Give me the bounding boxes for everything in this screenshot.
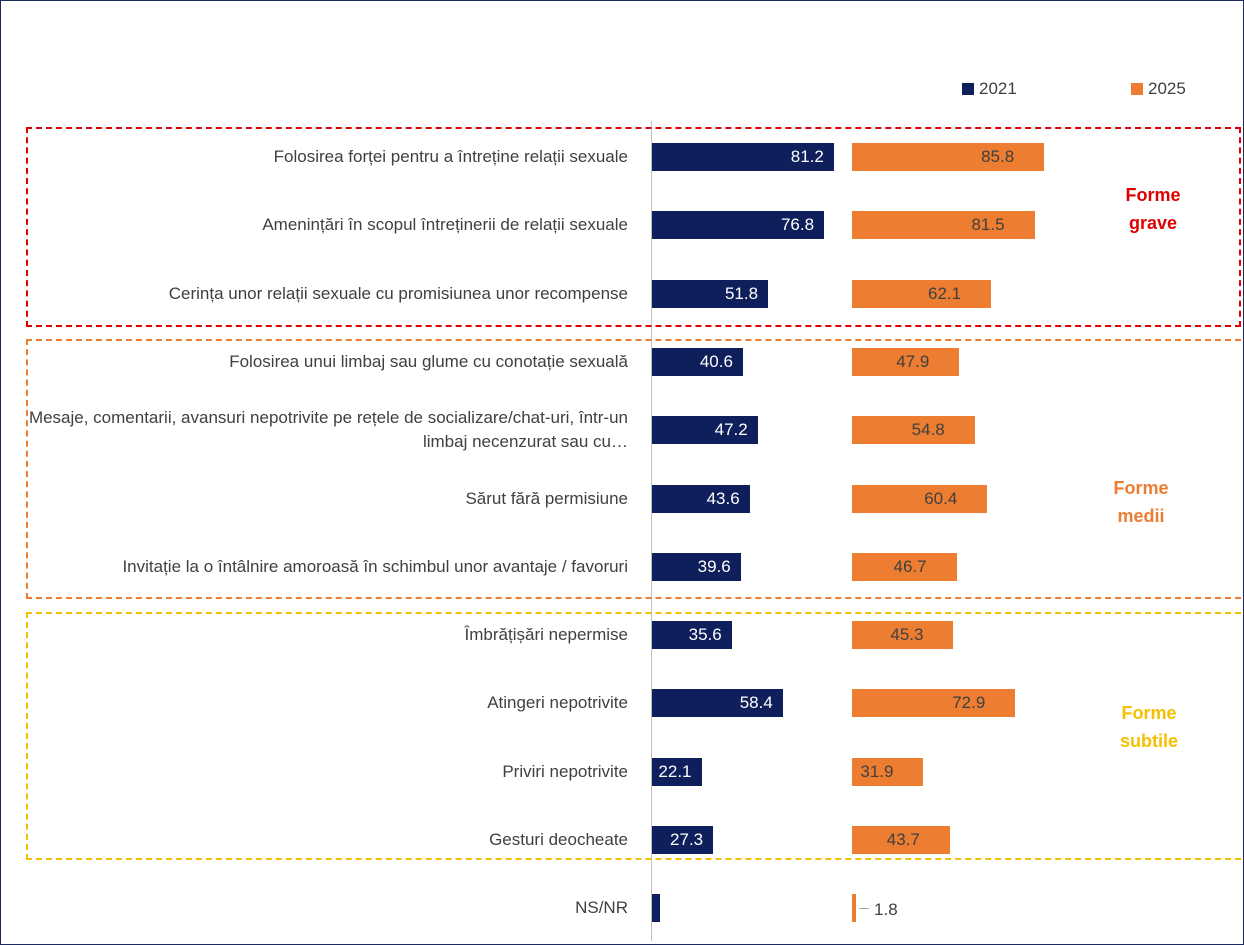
value-label: 27.3 (670, 830, 704, 849)
group-box (26, 612, 1243, 860)
legend-label: 2025 (1148, 79, 1186, 98)
bar (652, 689, 783, 718)
bar (852, 484, 988, 513)
group-box (26, 127, 1241, 327)
category-label: Invitație la o întâlnire amoroasă în sch… (122, 556, 628, 576)
legend-label: 2021 (979, 79, 1017, 98)
value-label: 51.8 (724, 283, 759, 303)
value-label: 22.1 (658, 761, 692, 781)
bar (652, 894, 660, 923)
group-box (26, 339, 1243, 599)
value-label: 72.9 (952, 693, 986, 713)
category-label: Folosirea forței pentru a întreține rela… (273, 147, 628, 166)
value-label: 40.6 (699, 351, 733, 371)
bar (852, 552, 957, 581)
category-label: Îmbrățișări nepermise (464, 625, 628, 645)
bar (852, 143, 1045, 171)
category-label: Atingeri nepotrivite (487, 693, 628, 713)
category-label: Sărut fără permisiune (465, 488, 628, 508)
value-label: 76.8 (780, 215, 815, 235)
value-label: 39.6 (697, 556, 731, 576)
value-label: 46.7 (893, 556, 927, 576)
bar (652, 416, 758, 445)
bar (652, 552, 741, 581)
value-label: 45.3 (890, 625, 924, 645)
bar (852, 757, 924, 786)
value-label: 54.8 (911, 420, 945, 440)
bar (652, 211, 825, 240)
bar (652, 143, 834, 171)
bar (852, 347, 960, 376)
value-label: 81.2 (790, 147, 824, 166)
value-label: 43.6 (706, 488, 740, 508)
legend-swatch (962, 83, 974, 95)
value-label: 85.8 (981, 147, 1015, 166)
group-label: Forme subtile (1119, 703, 1178, 751)
category-label: Gesturi deocheate (489, 830, 628, 849)
bar (852, 689, 1016, 718)
bar (652, 826, 714, 854)
value-label: 47.2 (714, 420, 748, 440)
bar (652, 347, 743, 376)
bar (652, 757, 702, 786)
value-label: 1.8 (874, 900, 898, 920)
bar (852, 279, 992, 308)
category-label: NS/NR (575, 898, 628, 918)
leader-line (859, 908, 870, 910)
value-label: 43.7 (886, 830, 920, 849)
bar (652, 621, 732, 650)
bar (852, 416, 975, 445)
bar (852, 826, 950, 854)
axis-line (651, 121, 652, 941)
value-label: 47.9 (896, 351, 930, 371)
bar (852, 894, 857, 923)
value-label: 35.6 (688, 625, 722, 645)
value-label: 60.4 (924, 488, 958, 508)
category-label: Priviri nepotrivite (502, 761, 628, 781)
bar (652, 279, 769, 308)
group-label: Forme grave (1125, 185, 1181, 233)
category-label: Cerința unor relații sexuale cu promisiu… (168, 283, 628, 303)
value-label: 58.4 (739, 693, 773, 713)
category-label: Folosirea unui limbaj sau glume cu conot… (229, 351, 628, 371)
value-label: 81.5 (971, 215, 1005, 235)
category-label: Amenințări în scopul întreținerii de rel… (262, 215, 628, 235)
group-label: Forme medii (1113, 478, 1169, 526)
bar (652, 484, 750, 513)
value-label: 62.1 (928, 283, 962, 303)
bar (852, 211, 1035, 240)
category-label: Mesaje, comentarii, avansuri nepotrivite… (28, 408, 628, 452)
value-label: 31.9 (860, 761, 894, 781)
bar (852, 621, 954, 650)
legend-swatch (1131, 83, 1143, 95)
